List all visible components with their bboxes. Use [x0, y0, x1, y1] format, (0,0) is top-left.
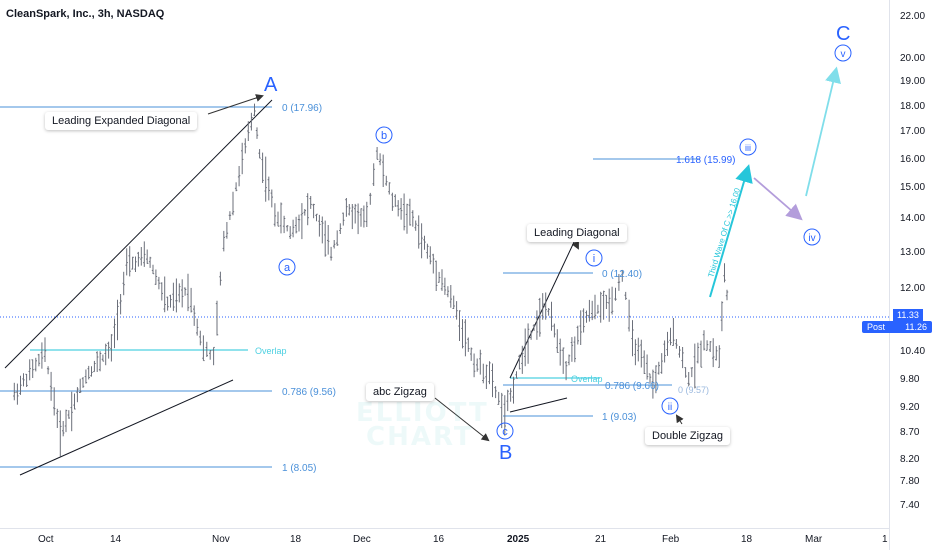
price-axis[interactable]: 22.00 20.00 19.00 18.00 17.00 16.00 15.0… [889, 0, 932, 550]
time-tick: 16 [433, 534, 445, 545]
wave-label-iv-circle: iv [803, 228, 821, 246]
wave-label-a-circle: a [278, 258, 296, 276]
wave-label-C: C [836, 23, 850, 45]
diagonal-lower-line [19, 379, 234, 476]
post-market-tag: Post 11.26 [862, 321, 932, 333]
chart-title: CleanSpark, Inc., 3h, NASDAQ [6, 8, 165, 20]
wave-label-B: B [499, 442, 512, 464]
leading-diagonal-lower [509, 397, 568, 413]
callout-leading-expanded-diagonal: Leading Expanded Diagonal [45, 112, 198, 130]
callout-abc-zigzag: abc Zigzag [366, 383, 434, 401]
price-tick: 9.20 [900, 402, 920, 413]
price-tick: 9.80 [900, 374, 920, 385]
price-tick: 8.20 [900, 454, 920, 465]
time-tick: 18 [741, 534, 753, 545]
last-price-tag: 11.33 [893, 309, 923, 321]
time-tick: 21 [595, 534, 607, 545]
price-tick: 15.00 [900, 182, 926, 193]
fib-label-ii-0786: 0.786 (9.66) [605, 381, 659, 392]
price-tick: 7.40 [900, 500, 920, 511]
time-tick: 14 [110, 534, 122, 545]
price-tick: 7.80 [900, 476, 920, 487]
watermark-elliott: ELLIOTT [356, 398, 489, 428]
projection-arrow-iii-iv [753, 177, 803, 221]
price-tick: 8.70 [900, 427, 920, 438]
fib-label-a-1: 1 (8.05) [282, 463, 316, 474]
fib-label-ii-0: 0 (9.57) [678, 385, 709, 395]
price-tick: 10.40 [900, 346, 926, 357]
time-axis[interactable]: Oct 14 Nov 18 Dec 16 2025 21 Feb 18 Mar … [0, 528, 889, 551]
diagonal-upper-line [4, 99, 273, 369]
post-price: 11.26 [905, 322, 927, 332]
pointer-double-zigzag [675, 414, 684, 425]
wave-label-v: v [841, 49, 846, 60]
wave-label-i: i [593, 253, 595, 265]
time-tick: 18 [290, 534, 302, 545]
wave-label-iii-circle: iii [739, 138, 757, 156]
price-tick: 22.00 [900, 11, 926, 22]
time-tick: Oct [38, 534, 54, 545]
callout-double-zigzag: Double Zigzag [645, 427, 730, 445]
time-tick: Mar [805, 534, 823, 545]
time-tick: Feb [662, 534, 680, 545]
time-tick: Dec [353, 534, 371, 545]
callout-leading-diagonal: Leading Diagonal [527, 224, 627, 242]
wave-label-A: A [264, 74, 278, 96]
wave-label-ii: ii [668, 402, 672, 413]
fib-label-a-0786: 0.786 (9.56) [282, 387, 336, 398]
wave-label-i-circle: i [585, 249, 603, 267]
watermark-chart: CHART [366, 422, 474, 452]
wave-label-iii: iii [745, 143, 751, 153]
overlap-label-2: Overlap [571, 374, 603, 384]
fib-label-i-0: 0 (12.40) [602, 269, 642, 280]
pointer-abc-zigzag [434, 397, 490, 442]
wave-label-v-circle: v [834, 44, 852, 62]
price-tick: 18.00 [900, 101, 926, 112]
ohlc-bars [13, 103, 729, 457]
wave-label-c-circle: c [496, 422, 514, 440]
projection-arrow-third-wave [709, 164, 753, 298]
price-tick: 16.00 [900, 154, 926, 165]
price-tick: 12.00 [900, 283, 926, 294]
time-tick: 2025 [507, 534, 530, 545]
fib-label-ii-1: 1 (9.03) [602, 412, 636, 423]
wave-label-a: a [284, 262, 291, 274]
price-tick: 13.00 [900, 247, 926, 258]
wave-label-iv: iv [808, 233, 815, 244]
post-label: Post [867, 322, 886, 332]
wave-label-c: c [502, 426, 508, 438]
wave-label-ii-circle: ii [661, 397, 679, 415]
fib-label-a-0: 0 (17.96) [282, 103, 322, 114]
fib-label-iii-1618: 1.618 (15.99) [676, 155, 736, 166]
projection-arrow-iv-v [805, 66, 841, 197]
time-tick: Nov [212, 534, 230, 545]
pointer-leading-expanded [207, 94, 264, 115]
wave-label-b: b [381, 130, 387, 142]
price-tick: 20.00 [900, 53, 926, 64]
time-tick: 1 [882, 534, 888, 545]
price-tick: 17.00 [900, 126, 926, 137]
price-tick: 14.00 [900, 213, 926, 224]
overlap-label-1: Overlap [255, 346, 287, 356]
wave-label-b-circle: b [375, 126, 393, 144]
price-tick: 19.00 [900, 76, 926, 87]
